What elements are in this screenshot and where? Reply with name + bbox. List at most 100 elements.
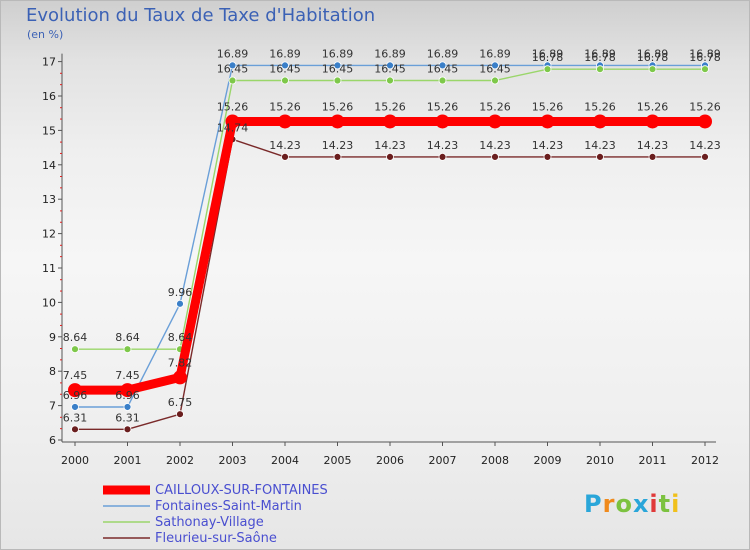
data-label: 16.89 bbox=[479, 47, 511, 60]
x-tick-label: 2011 bbox=[639, 454, 667, 467]
data-label: 16.78 bbox=[637, 51, 669, 64]
data-label: 16.89 bbox=[637, 47, 669, 60]
data-label: 14.23 bbox=[269, 139, 301, 152]
data-label: 8.64 bbox=[115, 331, 140, 344]
data-point bbox=[383, 114, 397, 129]
data-point bbox=[645, 114, 660, 129]
chart-units: (en %) bbox=[27, 28, 64, 41]
data-label: 16.45 bbox=[374, 63, 406, 76]
data-label: 7.45 bbox=[115, 369, 140, 382]
data-point bbox=[176, 410, 184, 419]
data-point bbox=[701, 152, 709, 161]
data-label: 15.26 bbox=[427, 100, 459, 113]
data-label: 15.26 bbox=[532, 100, 564, 113]
data-point bbox=[698, 114, 712, 129]
data-label: 8.64 bbox=[168, 331, 193, 344]
chart-title: Evolution du Taux de Taxe d'Habitation bbox=[26, 5, 376, 26]
data-point bbox=[491, 76, 499, 85]
data-point bbox=[281, 76, 289, 85]
data-point bbox=[543, 152, 552, 161]
data-point bbox=[438, 76, 447, 85]
x-tick-label: 2007 bbox=[429, 454, 457, 467]
data-point bbox=[386, 76, 394, 85]
data-point bbox=[488, 114, 502, 129]
y-tick-label: 7 bbox=[49, 400, 56, 413]
data-point bbox=[648, 65, 657, 74]
data-point bbox=[68, 383, 82, 398]
y-tick-label: 15 bbox=[42, 124, 56, 137]
data-label: 16.45 bbox=[479, 63, 511, 76]
data-label: 16.89 bbox=[689, 47, 721, 60]
data-label: 16.78 bbox=[689, 51, 721, 64]
data-label: 8.64 bbox=[63, 331, 88, 344]
data-label: 16.45 bbox=[269, 63, 301, 76]
data-point bbox=[123, 403, 132, 411]
data-point bbox=[176, 299, 184, 308]
legend-label: Fontaines-Saint-Martin bbox=[155, 499, 302, 514]
data-label: 7.82 bbox=[168, 356, 193, 369]
data-point bbox=[278, 114, 292, 129]
y-tick-label: 9 bbox=[49, 331, 56, 344]
data-point bbox=[333, 61, 342, 70]
y-tick-label: 10 bbox=[42, 296, 56, 309]
x-tick-label: 2005 bbox=[324, 454, 352, 467]
legend-label: Fleurieu-sur-Saône bbox=[155, 531, 277, 546]
x-tick-label: 2000 bbox=[61, 454, 89, 467]
data-label: 6.96 bbox=[115, 389, 140, 402]
x-tick-label: 2006 bbox=[376, 454, 404, 467]
data-label: 15.26 bbox=[479, 100, 511, 113]
data-label: 16.89 bbox=[269, 47, 301, 60]
data-label: 6.96 bbox=[63, 389, 88, 402]
data-point bbox=[71, 425, 79, 434]
data-label: 15.26 bbox=[637, 100, 669, 113]
data-point bbox=[281, 152, 289, 161]
data-label: 16.45 bbox=[322, 63, 354, 76]
data-point bbox=[123, 345, 132, 354]
data-label: 16.89 bbox=[427, 47, 459, 60]
data-point bbox=[333, 76, 342, 85]
data-point bbox=[330, 114, 345, 129]
x-tick-label: 2004 bbox=[271, 454, 299, 467]
data-point bbox=[386, 61, 394, 70]
data-label: 16.45 bbox=[217, 63, 249, 76]
data-point bbox=[228, 76, 237, 85]
data-label: 16.78 bbox=[584, 51, 616, 64]
x-tick-label: 2008 bbox=[481, 454, 509, 467]
data-label: 16.89 bbox=[532, 47, 564, 60]
data-point bbox=[333, 152, 342, 161]
data-point bbox=[701, 65, 709, 74]
data-label: 16.78 bbox=[532, 51, 564, 64]
data-label: 14.23 bbox=[532, 139, 564, 152]
data-label: 7.45 bbox=[63, 369, 88, 382]
y-tick-label: 14 bbox=[42, 159, 56, 172]
x-tick-label: 2001 bbox=[114, 454, 142, 467]
data-point bbox=[228, 61, 237, 70]
data-label: 15.26 bbox=[217, 100, 249, 113]
data-point bbox=[438, 152, 447, 161]
y-tick-label: 12 bbox=[42, 228, 56, 241]
data-point bbox=[491, 152, 499, 161]
data-label: 14.23 bbox=[427, 139, 459, 152]
data-point bbox=[173, 370, 187, 385]
legend-label: CAILLOUX-SUR-FONTAINES bbox=[155, 483, 328, 498]
data-point bbox=[438, 61, 447, 70]
data-label: 14.74 bbox=[217, 121, 249, 134]
data-label: 14.23 bbox=[322, 139, 354, 152]
data-label: 15.26 bbox=[374, 100, 406, 113]
y-tick-label: 13 bbox=[42, 193, 56, 206]
data-label: 16.45 bbox=[427, 63, 459, 76]
series-line-3 bbox=[74, 138, 706, 430]
data-point bbox=[71, 345, 79, 354]
data-label: 14.23 bbox=[479, 139, 511, 152]
data-point bbox=[281, 61, 289, 70]
proxiti-logo: Proxiti bbox=[584, 490, 681, 518]
y-tick-label: 8 bbox=[49, 365, 56, 378]
data-label: 6.75 bbox=[168, 396, 193, 409]
data-point bbox=[593, 114, 607, 129]
x-tick-label: 2012 bbox=[691, 454, 719, 467]
data-point bbox=[386, 152, 394, 161]
data-label: 14.23 bbox=[374, 139, 406, 152]
x-tick-label: 2003 bbox=[219, 454, 247, 467]
y-tick-label: 17 bbox=[42, 56, 56, 69]
